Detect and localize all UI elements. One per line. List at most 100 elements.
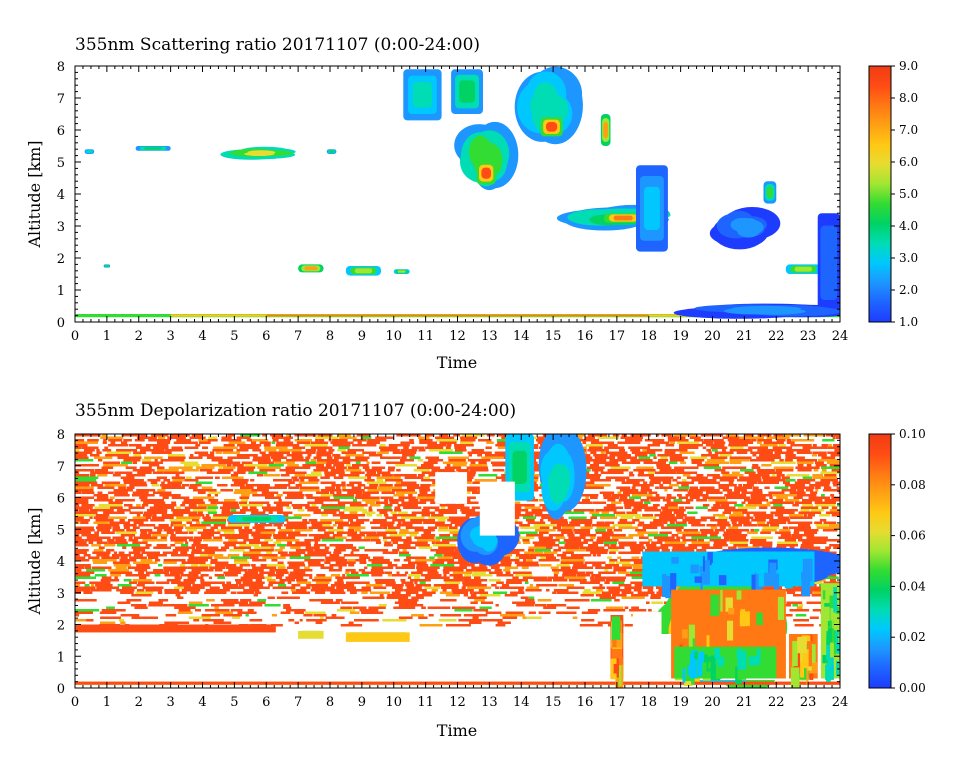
noise-segment bbox=[655, 434, 660, 437]
noise-segment bbox=[118, 551, 125, 554]
noise-segment bbox=[557, 529, 573, 532]
noise-segment bbox=[315, 436, 339, 439]
noise-segment bbox=[140, 449, 165, 452]
noise-segment bbox=[432, 544, 456, 547]
noise-segment bbox=[526, 586, 540, 589]
noise-segment bbox=[691, 541, 710, 544]
noise-segment bbox=[139, 534, 152, 537]
noise-segment bbox=[396, 524, 413, 527]
noise-segment bbox=[137, 436, 157, 439]
noise-segment bbox=[810, 581, 823, 584]
noise-segment bbox=[330, 441, 354, 444]
colorbar-tick-label: 0.06 bbox=[899, 529, 926, 543]
noise-segment bbox=[410, 579, 431, 582]
noise-segment bbox=[656, 466, 672, 469]
noise-segment bbox=[133, 561, 158, 564]
noise-segment bbox=[152, 514, 157, 517]
clear-region bbox=[435, 472, 468, 504]
noise-segment bbox=[223, 444, 235, 447]
noise-segment bbox=[249, 506, 257, 509]
noise-segment bbox=[171, 446, 183, 449]
noise-segment bbox=[666, 501, 691, 504]
scattering-ratio-colorbar-ticks: 1.02.03.04.05.06.07.08.09.0 bbox=[891, 59, 918, 329]
noise-segment bbox=[157, 441, 171, 444]
noise-segment bbox=[390, 511, 397, 514]
noise-segment bbox=[107, 539, 115, 542]
noise-segment bbox=[609, 454, 631, 457]
x-tick-label: 12 bbox=[449, 695, 466, 710]
noise-segment bbox=[246, 439, 253, 442]
noise-segment bbox=[278, 499, 282, 502]
noise-segment bbox=[720, 504, 730, 507]
noise-segment bbox=[546, 589, 550, 592]
noise-segment bbox=[279, 469, 295, 472]
noise-segment bbox=[280, 611, 291, 614]
noise-segment bbox=[706, 524, 717, 527]
noise-segment bbox=[121, 461, 132, 464]
noise-segment bbox=[321, 514, 328, 517]
noise-segment bbox=[137, 471, 152, 474]
noise-segment bbox=[785, 589, 805, 592]
noise-segment bbox=[603, 609, 626, 612]
noise-segment bbox=[488, 579, 501, 582]
noise-segment bbox=[325, 464, 332, 467]
scattering-ratio-feature bbox=[451, 69, 483, 114]
noise-segment bbox=[794, 624, 814, 627]
noise-segment bbox=[623, 501, 643, 504]
noise-segment bbox=[679, 444, 703, 447]
x-tick-label: 21 bbox=[736, 329, 753, 344]
noise-segment bbox=[504, 594, 518, 597]
noise-segment bbox=[289, 556, 311, 559]
noise-segment bbox=[400, 456, 407, 459]
noise-segment bbox=[590, 479, 611, 482]
noise-segment bbox=[522, 616, 527, 619]
noise-segment bbox=[276, 441, 294, 444]
noise-segment bbox=[172, 511, 198, 514]
noise-segment bbox=[345, 506, 364, 509]
colorbar-tick-label: 4.0 bbox=[899, 219, 918, 233]
noise-segment bbox=[366, 534, 387, 537]
noise-segment bbox=[619, 449, 625, 452]
noise-segment bbox=[310, 521, 332, 524]
noise-segment bbox=[293, 514, 311, 517]
noise-segment bbox=[434, 509, 458, 512]
noise-segment bbox=[406, 586, 422, 589]
noise-segment bbox=[211, 459, 233, 462]
noise-segment bbox=[501, 551, 520, 554]
noise-segment bbox=[126, 486, 135, 489]
feature-cell bbox=[616, 658, 619, 678]
noise-segment bbox=[818, 454, 827, 457]
noise-segment bbox=[679, 451, 695, 454]
noise-segment bbox=[366, 441, 380, 444]
noise-segment bbox=[625, 574, 643, 577]
noise-segment bbox=[292, 591, 310, 594]
noise-segment bbox=[757, 481, 779, 484]
noise-segment bbox=[830, 454, 840, 457]
noise-segment bbox=[350, 521, 365, 524]
feature-cell bbox=[459, 80, 475, 103]
noise-segment bbox=[165, 614, 177, 617]
noise-segment bbox=[653, 536, 675, 539]
noise-segment bbox=[810, 491, 818, 494]
scattering-ratio-feature bbox=[135, 146, 171, 151]
noise-segment bbox=[699, 529, 714, 532]
noise-segment bbox=[568, 516, 587, 519]
feature-cell bbox=[823, 238, 835, 288]
scattering-ratio-x-label: Time bbox=[437, 353, 477, 372]
noise-segment bbox=[288, 486, 300, 489]
noise-segment bbox=[609, 559, 618, 562]
noise-segment bbox=[585, 454, 591, 457]
noise-segment bbox=[621, 461, 641, 464]
noise-segment bbox=[134, 569, 148, 572]
noise-segment bbox=[675, 529, 682, 532]
noise-segment bbox=[202, 539, 223, 542]
noise-segment bbox=[96, 449, 100, 452]
noise-segment bbox=[170, 571, 184, 574]
noise-segment bbox=[305, 474, 322, 477]
noise-segment bbox=[188, 616, 211, 619]
x-tick-label: 17 bbox=[609, 329, 626, 344]
noise-segment bbox=[452, 571, 473, 574]
noise-segment bbox=[252, 566, 277, 569]
noise-segment bbox=[145, 589, 163, 592]
noise-segment bbox=[249, 601, 266, 604]
